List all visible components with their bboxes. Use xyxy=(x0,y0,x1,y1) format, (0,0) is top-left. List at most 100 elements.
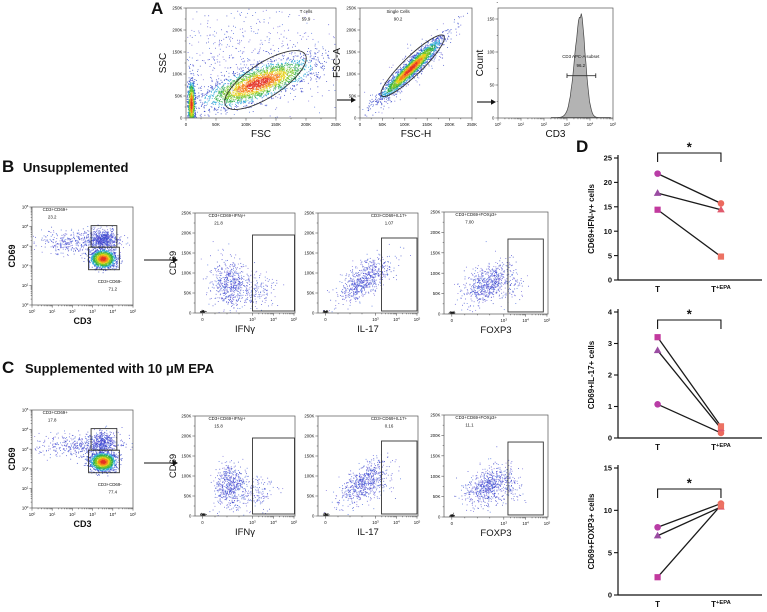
chart-1-category-0: T xyxy=(655,285,660,294)
flow-plot-C4: 0 103 104 105 0 50K 100K 150K 200K 250K FOXP3 CD3+C… xyxy=(430,413,550,539)
B1-x-axis-label: CD3 xyxy=(73,316,91,326)
data-point-circle xyxy=(654,400,661,408)
svg-text:250K: 250K xyxy=(172,6,182,11)
svg-text:104: 104 xyxy=(22,427,29,433)
A2-y-axis-label: FSC-A xyxy=(332,48,343,78)
A2-gate-0 xyxy=(380,34,445,97)
B4-gate-label-1: 7.00 xyxy=(465,220,474,225)
flow-plot-A3: 100 101 102 103 104 105 0 50 100 150 CD3 Count CD3 A… xyxy=(475,2,617,140)
svg-text:105: 105 xyxy=(610,121,617,127)
B2-gate-0 xyxy=(252,234,295,312)
svg-text:104: 104 xyxy=(270,316,277,322)
B3-gate-label-1: 1.07 xyxy=(385,221,394,226)
chart-2-category-1: T+EPA xyxy=(711,443,731,452)
B2-point-cloud xyxy=(195,213,295,313)
paired-chart-1: 0 5 10 15 20 25 CD69+IFN-γ+ cells T T+EPA * xyxy=(587,140,762,294)
svg-text:0: 0 xyxy=(438,515,441,520)
pair-line xyxy=(657,173,722,204)
B2-x-axis-label: IFNγ xyxy=(235,324,255,335)
B1-gate-label-1: 23.2 xyxy=(48,214,57,219)
svg-text:50K: 50K xyxy=(433,291,441,296)
C1-gate-0 xyxy=(90,428,118,451)
svg-text:0: 0 xyxy=(324,317,327,322)
svg-text:103: 103 xyxy=(564,121,571,127)
svg-text:103: 103 xyxy=(89,308,96,314)
chart-2-category-0: T xyxy=(655,443,660,452)
svg-text:105: 105 xyxy=(22,407,29,413)
svg-text:105: 105 xyxy=(414,519,421,525)
svg-text:200K: 200K xyxy=(181,434,191,439)
svg-text:102: 102 xyxy=(22,263,29,269)
data-point-square xyxy=(654,574,661,581)
svg-text:150K: 150K xyxy=(172,50,182,55)
svg-text:250K: 250K xyxy=(304,211,314,216)
pair-line xyxy=(657,502,722,528)
flow-plot-B1: 100 101 102 103 104 105 100 101 102 103 104 105 CD3 C… xyxy=(7,204,137,326)
A1-gate-0 xyxy=(224,50,307,110)
svg-text:150K: 150K xyxy=(181,454,191,459)
svg-text:0: 0 xyxy=(312,311,315,316)
significance-star: * xyxy=(687,140,693,155)
A3-x-axis-label: CD3 xyxy=(545,129,565,140)
svg-text:50K: 50K xyxy=(184,494,192,499)
pair-line xyxy=(657,403,722,434)
chart-2-y-axis-label: CD69+IL-17+ cells xyxy=(587,340,596,409)
svg-text:105: 105 xyxy=(130,511,137,517)
A2-point-cloud xyxy=(360,8,472,118)
chart-3-category-1: T+EPA xyxy=(711,600,731,609)
data-point-circle xyxy=(717,429,725,437)
svg-text:200K: 200K xyxy=(346,28,356,33)
flow-plot-A2: 0 50K 100K 150K 200K 250K 0 50K 100K 150K 200K 250K… xyxy=(332,6,477,140)
B4-gate-label-0: CD3+CD69+FOXp3+ xyxy=(455,212,497,217)
A1-gate-label-0: T cells xyxy=(300,9,313,14)
svg-text:10: 10 xyxy=(604,227,612,236)
svg-text:104: 104 xyxy=(587,121,594,127)
panel-label-a: A xyxy=(151,0,164,18)
C4-x-axis-label: FOXP3 xyxy=(480,528,511,539)
svg-text:105: 105 xyxy=(544,317,551,323)
svg-text:105: 105 xyxy=(130,308,137,314)
B3-gate-0 xyxy=(381,237,418,312)
svg-text:101: 101 xyxy=(22,485,29,491)
flow-plot-A1: 0 50K 100K 150K 200K 250K 0 50K 100K 150K 200K 250K… xyxy=(158,6,341,140)
svg-text:100K: 100K xyxy=(304,474,314,479)
flow-arrow-2 xyxy=(144,257,178,263)
A1-y-axis-label: SSC xyxy=(158,53,169,74)
svg-text:0: 0 xyxy=(492,116,495,121)
svg-text:104: 104 xyxy=(22,224,29,230)
C2-gate-label-0: CD3+CD69+IFNγ+ xyxy=(209,416,246,421)
C3-gate-label-1: 0.16 xyxy=(385,424,394,429)
svg-text:104: 104 xyxy=(522,520,529,526)
pair-line xyxy=(657,350,722,429)
significance-star: * xyxy=(687,476,693,491)
svg-text:104: 104 xyxy=(110,308,117,314)
svg-text:50K: 50K xyxy=(307,291,315,296)
flow-arrow-1 xyxy=(477,99,496,105)
flow-arrow-3 xyxy=(144,460,178,466)
svg-text:0: 0 xyxy=(189,311,192,316)
paired-chart-3: 0 5 10 15 CD69+FOXP3+ cells T T+EPA * xyxy=(587,464,762,609)
paired-chart-2: 0 1 2 3 4 CD69+IL-17+ cells T T+EPA * xyxy=(587,307,762,452)
svg-text:3: 3 xyxy=(608,339,612,348)
svg-text:15: 15 xyxy=(604,203,612,212)
svg-text:105: 105 xyxy=(544,520,551,526)
svg-text:105: 105 xyxy=(22,204,29,210)
svg-text:25: 25 xyxy=(604,154,612,163)
A3-gate-0 xyxy=(566,73,597,78)
svg-text:50K: 50K xyxy=(184,291,192,296)
svg-text:0: 0 xyxy=(359,122,362,127)
svg-text:103: 103 xyxy=(22,446,29,452)
svg-text:50K: 50K xyxy=(175,94,183,99)
pair-line xyxy=(657,336,722,427)
svg-text:104: 104 xyxy=(270,519,277,525)
flow-plot-C3: 0 103 104 105 0 50K 100K 150K 200K 250K IL-17 CD3+C… xyxy=(304,414,420,538)
svg-text:105: 105 xyxy=(414,316,421,322)
svg-text:100: 100 xyxy=(487,50,495,55)
data-point-triangle xyxy=(717,205,725,213)
C1-y-axis-label: CD69 xyxy=(7,447,17,470)
svg-text:100K: 100K xyxy=(346,72,356,77)
svg-text:0: 0 xyxy=(608,434,612,443)
svg-text:0: 0 xyxy=(451,521,454,526)
